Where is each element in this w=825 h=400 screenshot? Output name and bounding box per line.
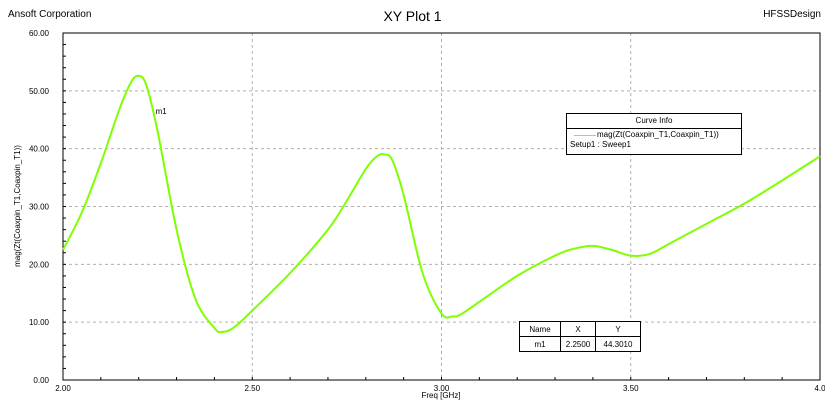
legend-entry[interactable]: mag(Zt(Coaxpin_T1,Coaxpin_T1)) [567, 129, 741, 140]
marker-header-y: Y [595, 321, 641, 337]
legend-line-swatch [574, 135, 596, 136]
y-tick-label: 10.00 [29, 318, 50, 327]
company-label: Ansoft Corporation [8, 9, 92, 20]
x-tick-label: 4.0 [814, 384, 825, 393]
marker-row-x: 2.2500 [560, 336, 596, 352]
marker-layer: m1 [156, 107, 168, 116]
marker-table[interactable]: Name X Y m1 2.2500 44.3010 [519, 321, 641, 352]
x-tick-label: 2.00 [55, 384, 71, 393]
x-tick-label: 3.50 [623, 384, 639, 393]
marker-row-y: 44.3010 [595, 336, 641, 352]
marker-header-name: Name [519, 321, 561, 337]
y-tick-label: 40.00 [29, 145, 50, 154]
axis-ticks: 2.00 2.50 3.00 3.50 4.0 0.00 10.00 20.00 30.00 40… [29, 29, 825, 393]
y-tick-label: 20.00 [29, 260, 50, 269]
series-layer [62, 74, 821, 334]
x-tick-label: 3.00 [434, 384, 450, 393]
plot-title: XY Plot 1 [383, 8, 442, 24]
curve-info-legend[interactable]: Curve Info mag(Zt(Coaxpin_T1,Coaxpin_T1)… [566, 113, 742, 155]
marker-header-x: X [560, 321, 596, 337]
legend-sweep-label: Setup1 : Sweep1 [570, 140, 631, 149]
marker-row-name: m1 [519, 336, 561, 352]
grid [63, 33, 820, 380]
series-line[interactable] [62, 74, 821, 334]
y-tick-label: 50.00 [29, 87, 50, 96]
marker-table-row[interactable]: m1 2.2500 44.3010 [519, 336, 641, 352]
design-name-label: HFSSDesign [763, 9, 821, 20]
marker-label[interactable]: m1 [156, 107, 168, 116]
x-tick-label: 2.50 [244, 384, 260, 393]
y-tick-label: 30.00 [29, 203, 50, 212]
legend-title: Curve Info [567, 114, 741, 129]
marker-table-header: Name X Y [519, 321, 641, 337]
legend-series-name: mag(Zt(Coaxpin_T1,Coaxpin_T1)) [597, 130, 719, 139]
y-tick-label: 60.00 [29, 29, 50, 38]
y-tick-label: 0.00 [33, 376, 49, 385]
y-axis-label: mag(Zt(Coaxpin_T1,Coaxpin_T1)) [13, 145, 22, 267]
x-axis-label: Freq [GHz] [421, 391, 460, 400]
